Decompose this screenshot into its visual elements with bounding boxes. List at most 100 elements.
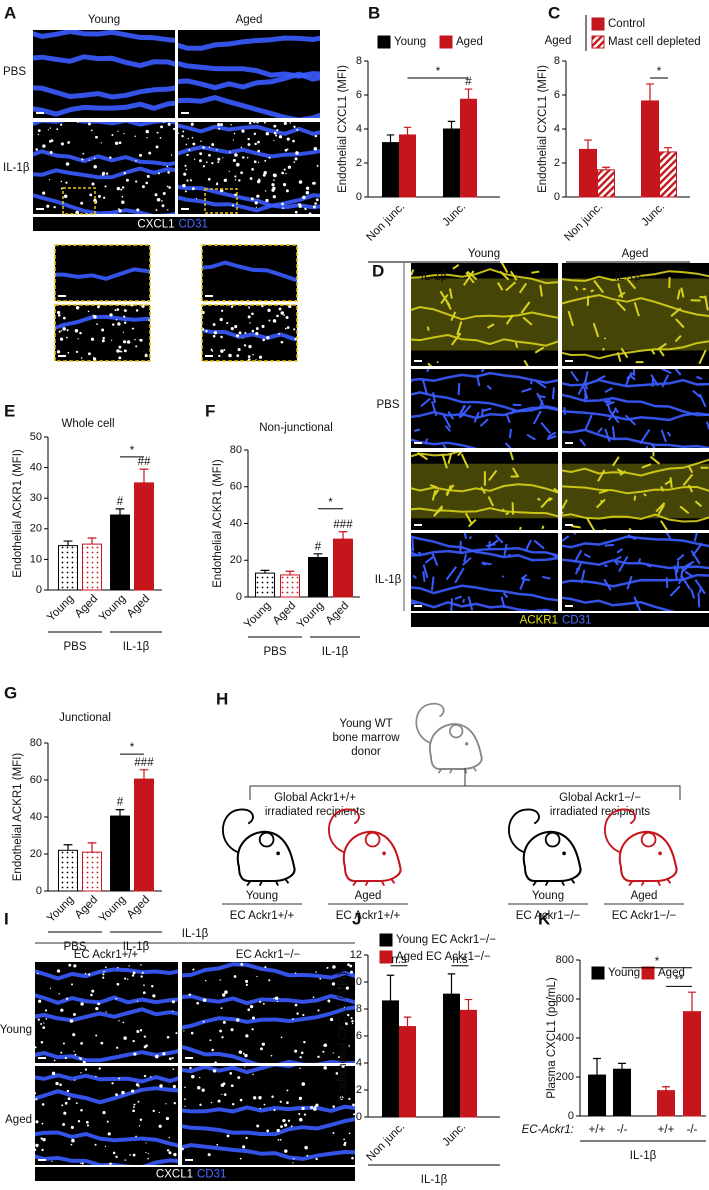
significance-label: n.s xyxy=(452,954,468,966)
junction xyxy=(604,387,613,393)
puncta xyxy=(299,1067,301,1070)
puncta xyxy=(226,322,229,325)
junction xyxy=(454,595,463,600)
junction xyxy=(580,569,586,584)
vessel xyxy=(178,35,320,51)
caption-bar xyxy=(33,217,320,231)
bar xyxy=(82,543,102,591)
junction xyxy=(424,555,435,564)
puncta xyxy=(237,1076,241,1080)
puncta xyxy=(233,975,237,978)
puncta xyxy=(219,1029,223,1033)
junction xyxy=(450,598,454,611)
puncta xyxy=(49,140,52,143)
group-label: IL-1β xyxy=(123,941,150,953)
micrograph-bg xyxy=(182,1066,355,1165)
puncta xyxy=(175,1032,178,1035)
puncta xyxy=(248,306,250,308)
puncta xyxy=(245,1034,249,1038)
puncta xyxy=(229,151,231,153)
puncta xyxy=(186,153,189,157)
puncta xyxy=(238,331,242,335)
puncta xyxy=(224,990,228,994)
puncta xyxy=(257,161,260,164)
y-axis-label: Endothelial ACKR1 (MFI) xyxy=(12,449,24,578)
junction xyxy=(473,411,480,423)
junction xyxy=(690,588,696,599)
stain-label: CD31 xyxy=(179,219,208,231)
puncta xyxy=(123,171,126,175)
junction xyxy=(502,508,505,512)
junction xyxy=(616,468,624,474)
puncta xyxy=(348,1132,351,1135)
junction xyxy=(548,497,553,502)
junction xyxy=(514,342,519,348)
junction xyxy=(661,374,670,388)
puncta xyxy=(258,179,260,182)
puncta xyxy=(123,315,126,318)
y-axis-label: Endothelial ACKR1 (MFI) xyxy=(12,753,24,882)
junction xyxy=(550,552,558,560)
vessel xyxy=(562,558,709,570)
puncta xyxy=(118,208,120,210)
puncta xyxy=(265,132,270,136)
puncta xyxy=(79,1057,82,1060)
junction xyxy=(650,374,659,387)
mouse-body xyxy=(618,830,678,883)
micrograph-bg xyxy=(33,30,175,118)
puncta xyxy=(84,1068,88,1071)
puncta xyxy=(221,993,226,997)
puncta xyxy=(331,982,336,986)
significance-label: * xyxy=(436,66,441,78)
puncta xyxy=(144,354,148,358)
junction xyxy=(463,533,467,539)
vessel xyxy=(202,260,297,283)
puncta xyxy=(282,207,284,210)
y-tick-label: 8 xyxy=(356,1003,362,1015)
puncta xyxy=(74,328,79,333)
mouse-icon xyxy=(327,808,402,887)
vessel xyxy=(33,122,175,127)
junction xyxy=(573,533,576,535)
junction xyxy=(430,576,435,591)
puncta xyxy=(143,984,145,987)
puncta xyxy=(178,132,179,134)
error-bar xyxy=(403,126,412,135)
mouse-age: Aged xyxy=(631,890,658,902)
junction xyxy=(694,500,703,508)
puncta xyxy=(212,334,216,338)
puncta xyxy=(261,1042,265,1046)
puncta xyxy=(273,179,275,181)
vessel xyxy=(33,149,175,167)
x-tick-label: Young xyxy=(45,593,76,624)
puncta xyxy=(220,123,224,127)
puncta xyxy=(253,160,257,164)
junction xyxy=(411,269,415,276)
puncta xyxy=(345,986,349,990)
puncta xyxy=(257,149,261,153)
puncta xyxy=(236,162,240,167)
mouse-tail xyxy=(415,702,445,745)
puncta xyxy=(118,1077,121,1080)
puncta xyxy=(123,349,127,353)
junction xyxy=(570,370,579,382)
error-bar xyxy=(464,998,473,1011)
junction xyxy=(526,433,536,441)
puncta xyxy=(260,1047,263,1051)
micrograph xyxy=(562,263,709,366)
puncta xyxy=(256,975,258,978)
row-label: IL-1β xyxy=(3,162,30,174)
puncta xyxy=(35,1148,37,1151)
puncta xyxy=(253,122,256,124)
junction xyxy=(480,486,486,494)
x-tick-label: -/- xyxy=(617,1124,628,1136)
puncta xyxy=(91,989,95,993)
micrograph xyxy=(411,263,558,366)
puncta xyxy=(172,1010,174,1012)
vessel xyxy=(178,60,320,79)
puncta xyxy=(204,979,207,982)
puncta xyxy=(56,128,59,131)
puncta xyxy=(135,160,137,162)
puncta xyxy=(136,208,140,212)
micrograph-bg xyxy=(55,245,150,301)
